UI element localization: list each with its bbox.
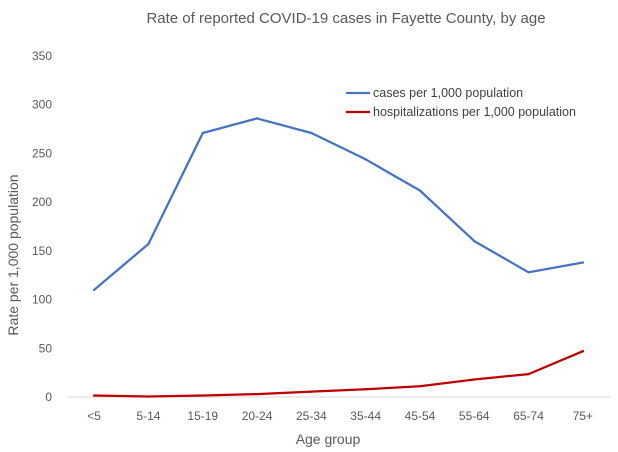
data-point <box>92 394 96 397</box>
data-point <box>310 390 313 393</box>
x-tick-label: 15-19 <box>187 409 218 423</box>
x-tick-label: 25-34 <box>296 409 327 423</box>
data-point <box>364 158 367 161</box>
data-point <box>473 239 476 243</box>
x-tick-label: 35-44 <box>350 409 381 423</box>
x-tick-label: 55-64 <box>459 409 490 423</box>
y-tick-label: 100 <box>32 293 52 307</box>
x-tick-label: <5 <box>87 409 101 423</box>
data-point <box>527 372 530 376</box>
legend-label: hospitalizations per 1,000 population <box>373 105 576 119</box>
legend-item: cases per 1,000 population <box>346 86 523 100</box>
legend-label: cases per 1,000 population <box>373 86 523 100</box>
data-point <box>92 288 96 292</box>
data-point <box>527 271 530 274</box>
x-tick-label: 20-24 <box>242 409 273 423</box>
data-point <box>581 350 585 353</box>
y-tick-label: 0 <box>45 390 52 404</box>
y-tick-label: 300 <box>32 98 52 112</box>
data-point <box>147 242 150 246</box>
data-point <box>147 395 150 398</box>
series-line-hospitalizations <box>93 350 585 398</box>
legend: cases per 1,000 population hospitalizatio… <box>346 86 576 119</box>
data-point <box>473 378 476 381</box>
x-axis-title: Age group <box>296 431 361 447</box>
x-tick-label: 65-74 <box>513 409 544 423</box>
plot-area <box>92 117 585 398</box>
data-point <box>418 385 422 388</box>
data-point <box>201 131 204 135</box>
chart-title: Rate of reported COVID-19 cases in Fayet… <box>146 10 545 27</box>
data-point <box>364 388 367 391</box>
data-point <box>255 117 259 120</box>
y-tick-label: 50 <box>39 341 53 355</box>
legend-item: hospitalizations per 1,000 population <box>346 105 576 119</box>
x-tick-label: 45-54 <box>405 409 436 423</box>
data-point <box>418 189 422 192</box>
y-axis-title: Rate per 1,000 population <box>5 174 21 335</box>
series-line-cases <box>93 117 585 291</box>
y-tick-label: 350 <box>32 49 52 63</box>
data-point <box>581 261 585 264</box>
y-tick-label: 250 <box>32 146 52 160</box>
data-point <box>255 392 259 396</box>
data-point <box>310 131 313 135</box>
x-tick-label: 75+ <box>573 409 593 423</box>
y-tick-label: 150 <box>32 244 52 258</box>
x-axis: <5 5-14 15-19 20-24 25-34 35-44 45-54 55-64 65-7… <box>87 409 593 423</box>
y-tick-label: 200 <box>32 195 52 209</box>
y-axis: 0 50 100 150 200 250 300 350 <box>32 49 52 404</box>
x-tick-label: 5-14 <box>136 409 160 423</box>
data-point <box>201 394 204 397</box>
